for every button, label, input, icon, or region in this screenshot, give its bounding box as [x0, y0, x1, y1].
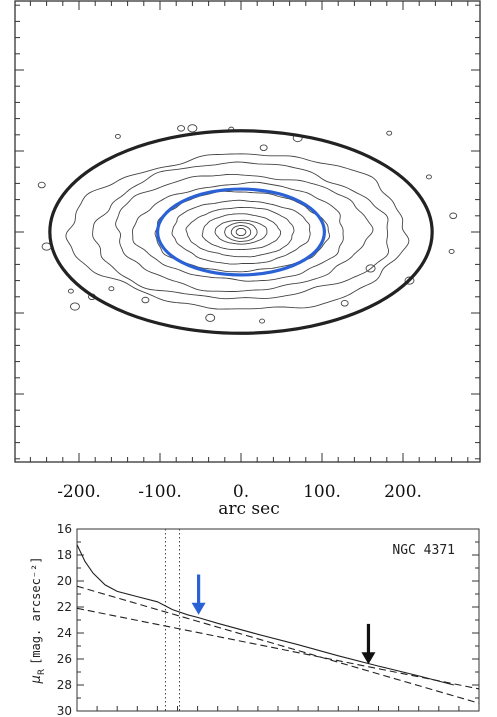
outer-fitted-ellipse: [48, 129, 434, 335]
isophote-contours: [37, 124, 458, 324]
galaxy-name: NGC 4371: [392, 543, 455, 558]
background-source-contour: [177, 125, 186, 132]
background-source-contour: [340, 300, 349, 307]
y-tick-label: 20: [57, 574, 72, 588]
background-source-contour: [67, 288, 74, 294]
y-tick-label: 26: [57, 652, 72, 666]
x-tick-label: 0.: [233, 482, 249, 502]
isophote-contour: [132, 181, 344, 282]
y-tick-label: 30: [57, 704, 72, 717]
background-source-contour: [69, 302, 80, 311]
isophote-contour: [224, 222, 258, 242]
contour-x-axis-title: arc sec: [218, 499, 280, 519]
x-tick-label: 200.: [384, 482, 422, 502]
isophote-contour: [154, 190, 330, 273]
background-source-contour: [114, 133, 121, 139]
ylabel-subscript: R: [37, 669, 47, 675]
background-source-contour: [449, 212, 458, 220]
background-source-contour: [404, 276, 415, 285]
contour-frame: [14, 0, 481, 463]
fitted-ellipses: [48, 129, 434, 335]
isophote-contour: [230, 225, 252, 239]
arrow-head: [191, 602, 206, 615]
contour-ticks: [15, 1, 480, 462]
background-source-contour: [37, 181, 46, 189]
background-source-contour: [259, 318, 266, 324]
isophote-contour: [65, 153, 410, 310]
background-source-contour: [365, 264, 376, 273]
ylabel-units: [mag. arcsec⁻²]: [29, 557, 43, 665]
profile-frame: [76, 528, 480, 712]
y-tick-label: 16: [57, 522, 72, 536]
inner-fitted-ellipse: [155, 187, 327, 277]
background-source-contour: [448, 248, 455, 254]
isophote-contour: [214, 219, 268, 245]
isophote-contour: [235, 227, 247, 237]
isophote-contour: [115, 173, 374, 292]
background-source-contour: [205, 313, 216, 322]
background-source-contour: [386, 130, 393, 136]
x-tick-label: -200.: [57, 482, 101, 502]
background-source-contour: [425, 174, 432, 180]
dashed-profile-line: [76, 607, 480, 690]
background-source-contour: [141, 296, 150, 304]
isophote-contour: [92, 161, 389, 300]
profile-series: [76, 544, 480, 704]
y-tick-label: 24: [57, 626, 72, 640]
dashed-profile-line: [76, 585, 480, 704]
isophote-contour: [185, 207, 295, 258]
background-source-contour: [108, 286, 115, 292]
arrow-head: [361, 652, 376, 665]
contour-panel: -200. -100. 0. 100. 200. arc sec: [14, 0, 481, 519]
y-tick-label: 22: [57, 600, 72, 614]
isophote-contour: [171, 199, 311, 265]
x-tick-label: 100.: [303, 482, 341, 502]
background-source-contour: [187, 124, 198, 133]
y-tick-label: 18: [57, 548, 72, 562]
profile-arrows: [191, 574, 376, 665]
solid-profile-line: [76, 544, 455, 686]
x-tick-label: -100.: [138, 482, 182, 502]
profile-y-axis-title: μR [mag. arcsec⁻²]: [29, 557, 47, 685]
profile-y-tick-labels: 16 18 20 22 24 26 28 30: [57, 522, 72, 717]
contour-x-tick-labels: -200. -100. 0. 100. 200.: [57, 482, 422, 502]
y-tick-label: 28: [57, 678, 72, 692]
isophote-contour: [201, 213, 282, 251]
ylabel-symbol: μ: [29, 675, 44, 684]
profile-ticks: [76, 528, 480, 712]
background-source-contour: [259, 144, 268, 152]
profile-panel: 16 18 20 22 24 26 28 30 NGC 4371 μR [mag. arcsec…: [29, 522, 480, 717]
